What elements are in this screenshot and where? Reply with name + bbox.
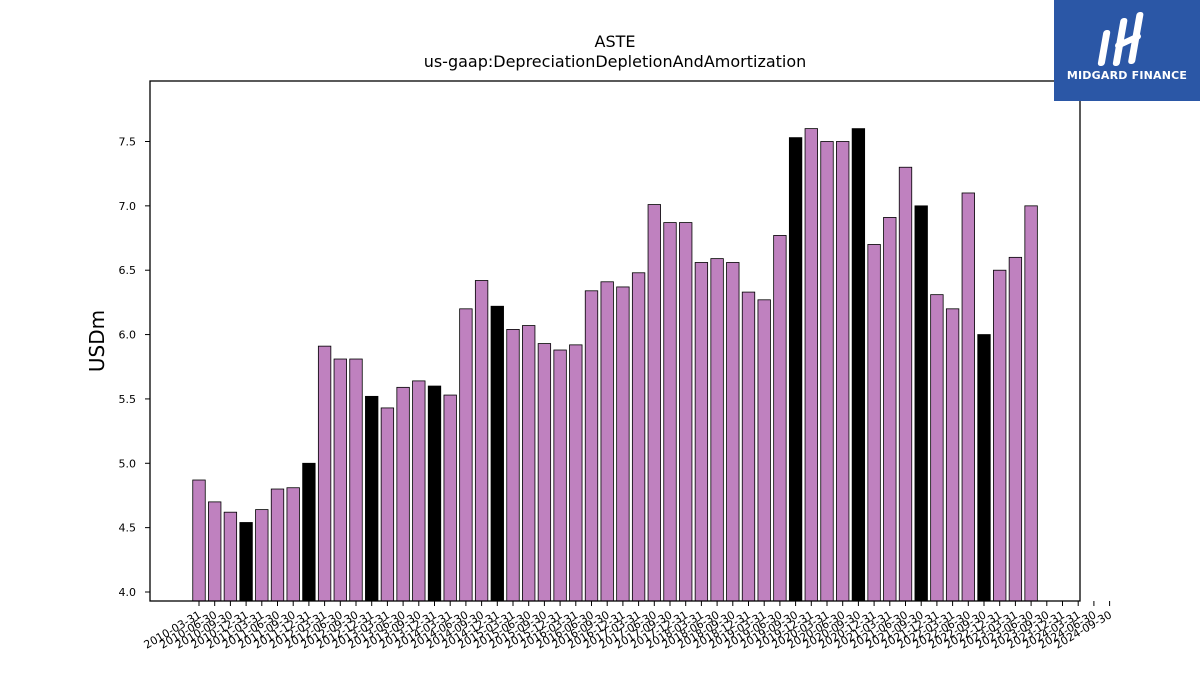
bar [1024, 205, 1038, 602]
y-tick-label: 7.5 [119, 135, 137, 148]
bar [694, 262, 709, 602]
bar [208, 501, 222, 602]
bar [412, 380, 426, 602]
bar [396, 386, 410, 602]
bar [365, 395, 379, 602]
y-tick-label: 5.0 [119, 457, 137, 470]
y-tick-label: 4.5 [119, 522, 137, 535]
bar [584, 290, 599, 602]
bar [663, 222, 677, 602]
y-tick-label: 7.0 [119, 200, 137, 213]
bar [679, 222, 693, 602]
bar [851, 128, 866, 602]
x-axis: 2010-03-312010-06-302010-09-302010-12-31… [142, 601, 1114, 652]
bar [710, 258, 724, 602]
bar [788, 137, 803, 602]
bar [993, 269, 1007, 602]
y-tick-label: 5.5 [119, 393, 137, 406]
bar [1008, 256, 1023, 602]
bar [490, 305, 504, 602]
chart-subtitle: us-gaap:DepreciationDepletionAndAmortiza… [423, 52, 807, 71]
bar [569, 344, 583, 602]
bar [239, 522, 253, 602]
bar [553, 349, 567, 602]
bar [914, 205, 928, 602]
bar [741, 291, 756, 602]
logo-text: MIDGARD FINANCE [1066, 69, 1188, 82]
logo-mark-icon [1097, 12, 1144, 66]
bar [726, 262, 740, 602]
y-tick-label: 6.5 [119, 264, 137, 277]
bar [961, 192, 975, 602]
y-axis-label: USDm [85, 310, 109, 372]
bar [883, 217, 897, 602]
bar [317, 345, 332, 602]
bar [537, 343, 552, 602]
y-tick-label: 4.0 [119, 586, 137, 599]
bar [286, 487, 300, 602]
bar [459, 308, 473, 602]
bar [773, 235, 787, 602]
bar [757, 299, 771, 602]
bar [333, 358, 347, 602]
bar [867, 244, 881, 602]
bar [302, 462, 316, 602]
bar [600, 281, 614, 602]
bar [380, 407, 395, 602]
bar [223, 511, 238, 602]
chart-title: ASTE [594, 32, 636, 51]
plot-frame [149, 80, 1081, 602]
bars-group [192, 128, 1038, 602]
bar [522, 325, 536, 602]
brand-logo: MIDGARD FINANCE [1054, 0, 1200, 101]
bar [349, 358, 363, 602]
bar [427, 385, 442, 602]
bar [443, 394, 457, 602]
y-axis: 4.0 4.5 5.0 5.5 6.0 6.5 7.0 7.5 [119, 135, 150, 599]
bar [647, 204, 661, 602]
bar [820, 141, 834, 602]
bar [804, 128, 818, 602]
bar [474, 280, 489, 602]
bar [616, 286, 630, 602]
bar [631, 272, 646, 602]
bar [930, 294, 944, 602]
bar [192, 479, 206, 602]
bar [270, 488, 285, 602]
y-tick-label: 6.0 [119, 329, 137, 342]
bar [945, 308, 960, 602]
bar [255, 509, 269, 602]
bar [977, 334, 991, 602]
bar [506, 329, 520, 602]
bar [898, 166, 913, 602]
bar [836, 141, 850, 602]
